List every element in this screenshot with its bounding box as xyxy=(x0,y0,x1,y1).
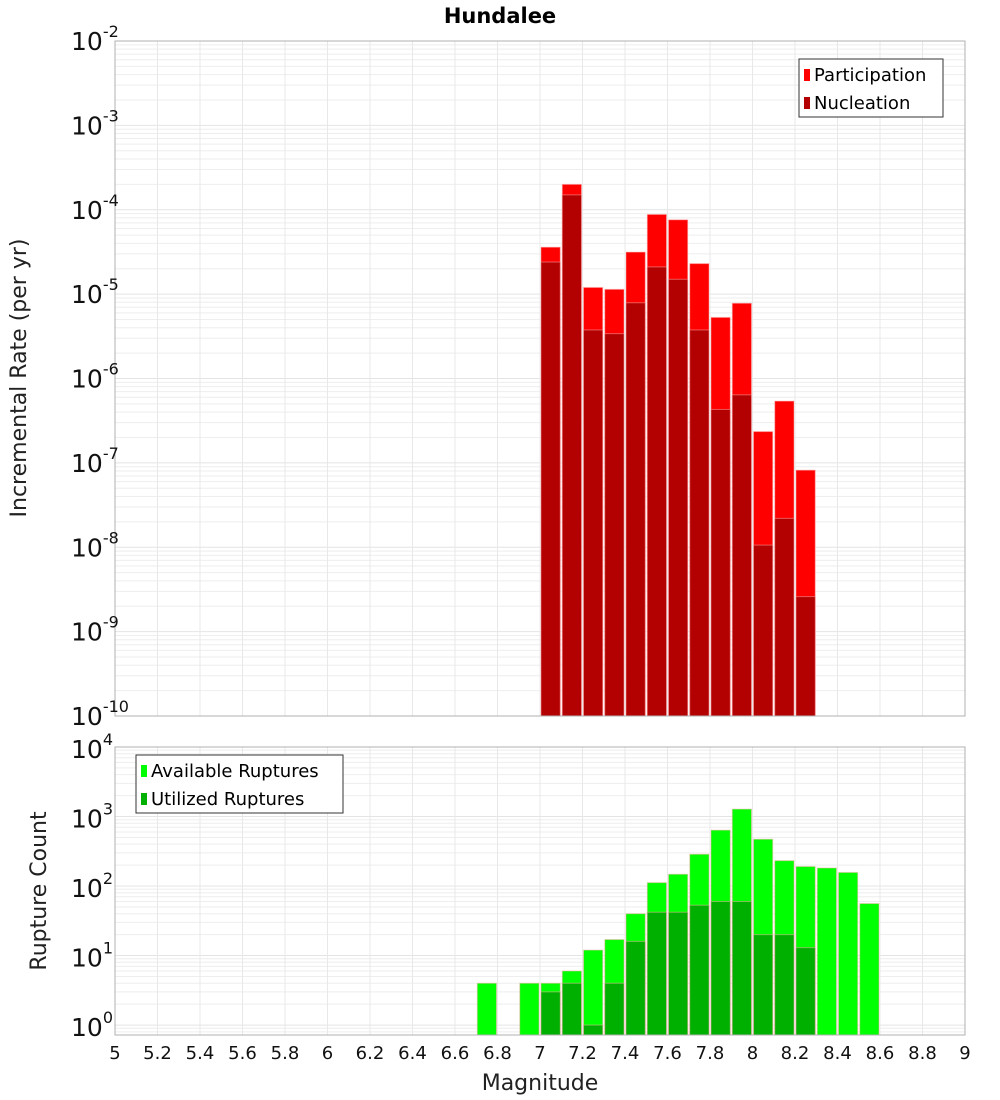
x-tick-label: 5.4 xyxy=(186,1043,215,1064)
x-tick-label: 5.8 xyxy=(271,1043,300,1064)
bar-utilized-ruptures xyxy=(731,900,752,1036)
plot-border xyxy=(114,746,966,1036)
chart-title: Hundalee xyxy=(444,4,556,28)
legend-swatch-nucleation xyxy=(804,97,810,109)
legend-box xyxy=(135,754,344,814)
legend-label: Participation xyxy=(814,65,926,86)
bar-utilized-ruptures xyxy=(795,947,816,1036)
bar-nucleation xyxy=(561,194,582,717)
y-tick-label: 10-9 xyxy=(71,613,119,647)
bar-nucleation xyxy=(604,333,625,717)
bar-available-ruptures xyxy=(816,867,837,1036)
x-tick-label: 6 xyxy=(322,1043,333,1064)
x-tick-label: 6.4 xyxy=(398,1043,427,1064)
legend-label: Nucleation xyxy=(814,93,910,114)
x-tick-label: 8.8 xyxy=(908,1043,937,1064)
y-tick-label: 10-2 xyxy=(71,22,119,56)
bar-nucleation xyxy=(753,544,774,717)
x-tick-label: 7.6 xyxy=(653,1043,682,1064)
y-tick-label: 10-8 xyxy=(71,528,119,562)
legend-swatch-participation xyxy=(804,69,810,81)
y-tick-label: 10-7 xyxy=(71,444,119,478)
x-tick-label: 8 xyxy=(747,1043,758,1064)
x-tick-label: 7 xyxy=(534,1043,545,1064)
x-tick-label: 6.6 xyxy=(441,1043,470,1064)
bar-utilized-ruptures xyxy=(774,934,795,1036)
bar-utilized-ruptures xyxy=(540,991,561,1036)
y-tick-label: 103 xyxy=(71,800,113,834)
bar-nucleation xyxy=(646,266,667,717)
x-tick-label: 6.8 xyxy=(483,1043,512,1064)
y-tick-label: 10-6 xyxy=(71,360,119,394)
bar-utilized-ruptures xyxy=(689,904,710,1036)
plot-border xyxy=(114,40,966,717)
legend-swatch-utilized-ruptures xyxy=(141,793,147,805)
bar-nucleation xyxy=(710,408,731,717)
bar-nucleation xyxy=(625,302,646,717)
bar-utilized-ruptures xyxy=(668,911,689,1036)
bar-nucleation xyxy=(540,261,561,717)
bar-nucleation xyxy=(731,394,752,717)
y-tick-label: 10-3 xyxy=(71,106,119,140)
bar-utilized-ruptures xyxy=(646,911,667,1036)
y-tick-label: 100 xyxy=(71,1008,113,1042)
legend-swatch-available-ruptures xyxy=(141,765,147,777)
bar-nucleation xyxy=(583,329,604,717)
x-tick-label: 5.6 xyxy=(228,1043,257,1064)
legend: Available Ruptures Utilized Ruptures xyxy=(135,754,344,814)
bar-nucleation xyxy=(668,278,689,717)
x-tick-label: 8.2 xyxy=(781,1043,810,1064)
legend-box xyxy=(798,58,944,118)
bar-utilized-ruptures xyxy=(604,982,625,1036)
legend-label: Available Ruptures xyxy=(151,761,319,782)
legend-label: Utilized Ruptures xyxy=(151,789,304,810)
bar-nucleation xyxy=(774,517,795,717)
bar-utilized-ruptures xyxy=(625,940,646,1036)
x-tick-label: 9 xyxy=(959,1043,970,1064)
y-tick-label: 10-4 xyxy=(71,191,119,225)
x-axis-label: Magnitude xyxy=(482,1071,599,1096)
y-tick-label: 102 xyxy=(71,869,113,903)
legend: Participation Nucleation xyxy=(798,58,944,118)
x-tick-label: 7.2 xyxy=(568,1043,597,1064)
bar-available-ruptures xyxy=(838,871,859,1036)
x-tick-label: 5 xyxy=(109,1043,120,1064)
x-tick-label: 5.2 xyxy=(143,1043,172,1064)
incremental-rate-plot: 10-10 10-9 10-8 10-7 10-6 10-5 10-4 10-3 10-2 Par… xyxy=(71,22,966,731)
y-tick-label: 10-10 xyxy=(71,697,129,731)
bottom-y-axis-label: Rupture Count xyxy=(27,811,52,971)
y-tick-label: 101 xyxy=(71,939,113,973)
bar-utilized-ruptures xyxy=(753,934,774,1036)
bar-nucleation xyxy=(795,596,816,717)
bar-utilized-ruptures xyxy=(710,900,731,1036)
bar-utilized-ruptures xyxy=(561,982,582,1036)
bar-nucleation xyxy=(689,329,710,717)
bar-available-ruptures xyxy=(583,949,604,1036)
x-tick-label: 7.8 xyxy=(696,1043,725,1064)
bar-available-ruptures xyxy=(859,903,880,1036)
y-tick-label: 10-5 xyxy=(71,275,119,309)
bar-available-ruptures xyxy=(476,982,497,1036)
rupture-count-plot: 100 101 102 103 104 5 5.2 5.4 5.6 5.8 6 6.2 6.4 6.6 6.… xyxy=(71,730,971,1064)
y-tick-label: 104 xyxy=(71,730,113,764)
x-tick-label: 8.6 xyxy=(866,1043,895,1064)
bar-utilized-ruptures xyxy=(583,1024,604,1036)
x-tick-label: 8.4 xyxy=(823,1043,852,1064)
top-y-axis-label: Incremental Rate (per yr) xyxy=(7,239,32,518)
x-tick-label: 7.4 xyxy=(611,1043,640,1064)
bar-available-ruptures xyxy=(519,982,540,1036)
x-tick-label: 6.2 xyxy=(356,1043,385,1064)
